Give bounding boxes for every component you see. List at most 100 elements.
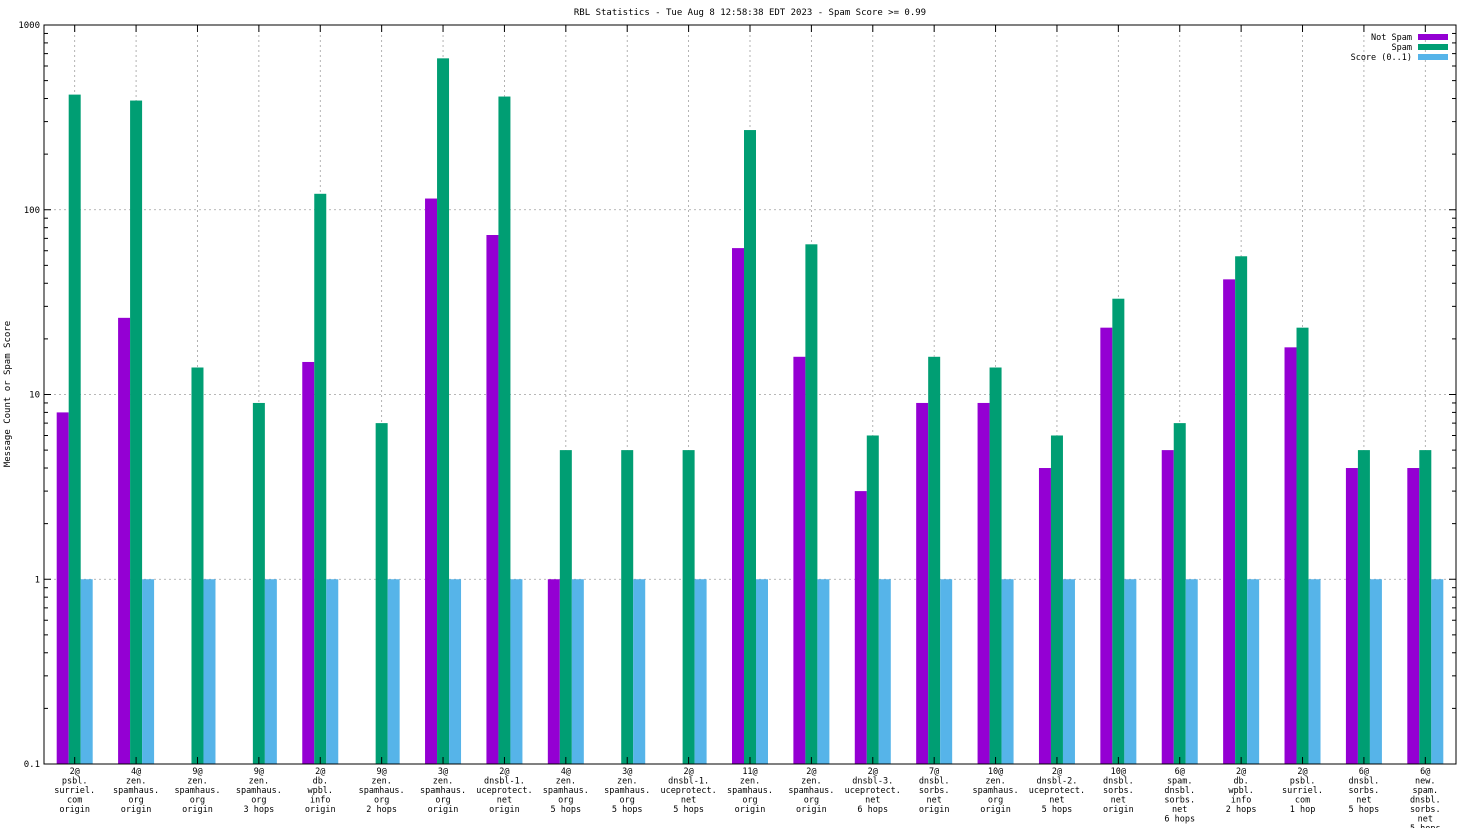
bar-spam bbox=[989, 367, 1002, 764]
category-label: 2@ dnsbl-1. uceprotect. net origin bbox=[476, 767, 532, 815]
bar-not-spam bbox=[1223, 279, 1236, 764]
category-label-line: 6@ bbox=[1359, 767, 1369, 777]
bar-not-spam bbox=[486, 235, 499, 764]
bar-score-0-1 bbox=[817, 579, 830, 764]
category-label-line: 2@ bbox=[683, 767, 693, 777]
category-label-line: 5 hops bbox=[612, 805, 643, 815]
category-label-line: 3@ bbox=[622, 767, 632, 777]
bar-score-0-1 bbox=[80, 579, 93, 764]
category-label-line: info bbox=[1231, 796, 1251, 806]
bar-not-spam bbox=[977, 402, 990, 764]
bar-not-spam bbox=[732, 248, 744, 764]
category-label-line: org bbox=[620, 796, 635, 806]
category-label-line: com bbox=[67, 796, 82, 806]
category-label: 9@ zen. spamhaus. org 2 hops bbox=[359, 767, 405, 815]
category-label-line: 6@ bbox=[1175, 767, 1185, 777]
category-label-line: origin bbox=[796, 805, 827, 815]
category-label-line: new. bbox=[1415, 777, 1435, 787]
bar-score-0-1 bbox=[878, 579, 891, 764]
y-tick-label: 1 bbox=[35, 575, 40, 585]
category-label-line: org bbox=[558, 796, 573, 806]
bar-score-0-1 bbox=[449, 579, 462, 764]
category-label-line: net bbox=[681, 796, 696, 806]
legend-label: Spam bbox=[1392, 43, 1412, 53]
bar-score-0-1 bbox=[1247, 579, 1260, 764]
category-label-line: zen. bbox=[556, 777, 576, 787]
bar-spam bbox=[805, 244, 818, 764]
category-label-line: 4@ bbox=[561, 767, 571, 777]
category-label-line: org bbox=[251, 796, 266, 806]
category-label-line: org bbox=[435, 796, 450, 806]
category-label-line: zen. bbox=[126, 777, 146, 787]
chart-title: RBL Statistics - Tue Aug 8 12:58:38 EDT … bbox=[574, 8, 926, 18]
bar-not-spam bbox=[1038, 468, 1051, 764]
category-label-line: zen. bbox=[249, 777, 269, 787]
category-label-line: origin bbox=[980, 805, 1011, 815]
bar-spam bbox=[314, 193, 327, 764]
bar-not-spam bbox=[1407, 468, 1420, 764]
y-tick-label: 100 bbox=[24, 206, 40, 216]
legend-label: Score (0..1) bbox=[1351, 53, 1412, 63]
category-label-line: 5 hops bbox=[1410, 824, 1441, 828]
category-label-line: 2 hops bbox=[1226, 805, 1257, 815]
bar-score-0-1 bbox=[633, 579, 646, 764]
category-label-line: spamhaus. bbox=[236, 786, 282, 796]
category-label-line: 6 hops bbox=[857, 805, 888, 815]
category-label-line: zen. bbox=[740, 777, 760, 787]
category-label-line: uceprotect. bbox=[845, 786, 901, 796]
category-label-line: 6 hops bbox=[1164, 815, 1195, 825]
bar-spam bbox=[621, 450, 634, 764]
category-label-line: 2@ bbox=[1052, 767, 1062, 777]
bar-not-spam bbox=[1345, 468, 1358, 764]
category-label-line: 4@ bbox=[131, 767, 141, 777]
bar-score-0-1 bbox=[142, 579, 155, 764]
y-tick-label: 0.1 bbox=[24, 760, 40, 770]
category-label-line: spam. bbox=[1167, 777, 1193, 787]
category-label-line: dnsbl. bbox=[1410, 796, 1441, 806]
category-label-line: dnsbl-3. bbox=[852, 777, 893, 787]
bar-spam bbox=[1296, 327, 1309, 764]
category-label-line: 3 hops bbox=[244, 805, 275, 815]
category-label-line: surriel. bbox=[1282, 786, 1323, 796]
category-label-line: 9@ bbox=[377, 767, 387, 777]
category-label-line: origin bbox=[428, 805, 459, 815]
category-label: 2@ db. wpbl. info 2 hops bbox=[1226, 767, 1257, 815]
category-label-line: spamhaus. bbox=[727, 786, 773, 796]
category-label-line: origin bbox=[919, 805, 950, 815]
bar-spam bbox=[1173, 423, 1186, 764]
bar-spam bbox=[498, 96, 511, 764]
category-label: 7@ dnsbl. sorbs. net origin bbox=[919, 767, 950, 815]
category-label-line: spamhaus. bbox=[174, 786, 220, 796]
category-label: 9@ zen. spamhaus. org origin bbox=[174, 767, 220, 815]
bar-spam bbox=[1419, 450, 1432, 764]
category-label-line: 9@ bbox=[254, 767, 264, 777]
bar-score-0-1 bbox=[510, 579, 523, 764]
category-label-line: 5 hops bbox=[673, 805, 704, 815]
category-label-line: spam. bbox=[1413, 786, 1439, 796]
y-axis-label: Message Count or Spam Score bbox=[3, 321, 13, 467]
bar-not-spam bbox=[118, 317, 131, 764]
category-label-line: org bbox=[988, 796, 1003, 806]
category-label-line: 6@ bbox=[1420, 767, 1430, 777]
bar-score-0-1 bbox=[756, 579, 768, 764]
bar-not-spam bbox=[302, 361, 315, 764]
category-label-line: 5 hops bbox=[1349, 805, 1380, 815]
bar-spam bbox=[1112, 298, 1125, 764]
category-label: 4@ zen. spamhaus. org origin bbox=[113, 767, 159, 815]
bar-score-0-1 bbox=[1185, 579, 1198, 764]
category-label-line: origin bbox=[1103, 805, 1134, 815]
category-label-line: 7@ bbox=[929, 767, 939, 777]
category-label: 10@ zen. spamhaus. org origin bbox=[973, 767, 1019, 815]
bar-score-0-1 bbox=[1001, 579, 1014, 764]
category-label-line: com bbox=[1295, 796, 1310, 806]
category-label-line: spamhaus. bbox=[420, 786, 466, 796]
y-tick-label: 1000 bbox=[18, 21, 40, 31]
category-label: 2@ psbl. surriel. com 1 hop bbox=[1282, 767, 1323, 815]
category-label-line: org bbox=[128, 796, 143, 806]
bar-spam bbox=[682, 450, 695, 764]
category-label-line: org bbox=[190, 796, 205, 806]
bar-not-spam bbox=[1284, 347, 1297, 764]
category-label-line: wpbl. bbox=[1228, 786, 1254, 796]
